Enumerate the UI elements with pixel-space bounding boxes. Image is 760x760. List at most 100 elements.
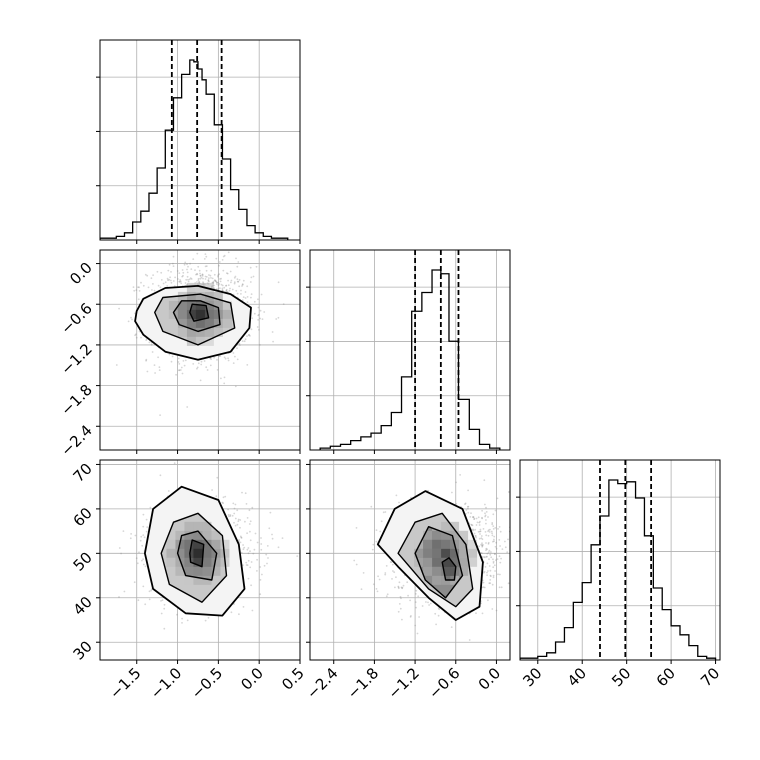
scatter-point (225, 285, 227, 287)
density-cell (202, 575, 212, 585)
scatter-point (233, 512, 236, 515)
scatter-point (493, 538, 495, 541)
scatter-point (414, 624, 417, 627)
x-tick-label: 40 (564, 664, 590, 690)
scatter-point (190, 268, 193, 270)
scatter-point (215, 495, 218, 498)
scatter-point (386, 593, 389, 596)
scatter-point (172, 262, 174, 265)
scatter-point (220, 277, 223, 280)
scatter-point (225, 289, 228, 292)
scatter-point (250, 561, 253, 563)
density-cell (202, 521, 212, 531)
scatter-point (487, 541, 490, 544)
scatter-point (148, 598, 151, 601)
density-cell (195, 336, 205, 346)
scatter-point (491, 583, 494, 586)
scatter-point (201, 273, 204, 276)
scatter-point (182, 360, 185, 362)
scatter-point (481, 538, 484, 541)
scatter-point (246, 364, 249, 366)
density-cell (204, 282, 214, 292)
scatter-point (137, 298, 140, 301)
density-cell (432, 530, 442, 540)
scatter-point (515, 566, 517, 568)
scatter-point (397, 587, 400, 590)
scatter-point (209, 364, 212, 367)
contour-line-0 (376, 490, 484, 621)
scatter-point (160, 271, 163, 274)
scatter-point (242, 279, 245, 282)
scatter-point (199, 379, 202, 382)
scatter-point (132, 286, 135, 288)
scatter-point (243, 340, 246, 343)
scatter-point (478, 524, 481, 526)
scatter-point (260, 543, 263, 545)
scatter-point (229, 270, 232, 273)
scatter-point (222, 496, 225, 499)
scatter-point (275, 318, 278, 320)
scatter-point (399, 607, 402, 610)
scatter-point (504, 546, 507, 549)
scatter-point (140, 535, 143, 538)
scatter-point (141, 544, 144, 547)
density-cell (441, 530, 451, 540)
scatter-point (504, 540, 506, 543)
scatter-point (244, 291, 247, 293)
scatter-point (181, 372, 184, 375)
scatter-point (253, 312, 256, 315)
scatter-point (204, 619, 207, 622)
scatter-point (236, 265, 239, 268)
density-cell (459, 557, 469, 567)
scatter-point (488, 565, 491, 567)
scatter-point (240, 289, 242, 292)
density-cell (184, 566, 194, 576)
scatter-point (187, 280, 190, 283)
y-tick-label: −1.8 (57, 381, 95, 419)
scatter-point (251, 609, 254, 612)
scatter-point (252, 552, 255, 555)
scatter-point (399, 595, 402, 598)
scatter-point (196, 252, 199, 255)
scatter-point (494, 527, 497, 529)
scatter-point (246, 296, 249, 298)
scatter-point (158, 366, 161, 369)
scatter-point (391, 578, 393, 580)
scatter-point (135, 557, 138, 560)
scatter-point (395, 494, 398, 497)
scatter-point (248, 509, 251, 512)
scatter-point (384, 572, 387, 574)
scatter-point (371, 548, 374, 551)
scatter-point (406, 581, 409, 584)
scatter-point (234, 355, 236, 358)
scatter-point (221, 289, 224, 292)
x-tick-label: −1.8 (344, 664, 382, 702)
scatter-point (142, 563, 145, 566)
density-cell (423, 530, 433, 540)
scatter-point (484, 556, 486, 559)
scatter-point (489, 574, 492, 577)
scatter-point (486, 574, 488, 577)
scatter-point (492, 525, 495, 527)
scatter-point (438, 608, 441, 611)
scatter-point (215, 280, 217, 283)
scatter-point (253, 300, 256, 303)
contour-line-1 (153, 293, 236, 346)
scatter-point (231, 288, 234, 291)
scatter-point (271, 533, 273, 536)
scatter-point (180, 366, 183, 369)
scatter-point (142, 284, 145, 287)
scatter-point (160, 612, 163, 615)
scatter-point (186, 619, 189, 622)
scatter-point (237, 261, 240, 263)
scatter-point (181, 275, 184, 278)
histogram-2 (520, 479, 717, 660)
scatter-point (145, 358, 148, 361)
scatter-point (209, 274, 212, 277)
scatter-point (167, 490, 170, 492)
scatter-point (157, 284, 160, 287)
scatter-point (414, 593, 417, 595)
scatter-point (150, 589, 153, 592)
scatter-point (159, 286, 162, 289)
scatter-point (384, 511, 387, 513)
